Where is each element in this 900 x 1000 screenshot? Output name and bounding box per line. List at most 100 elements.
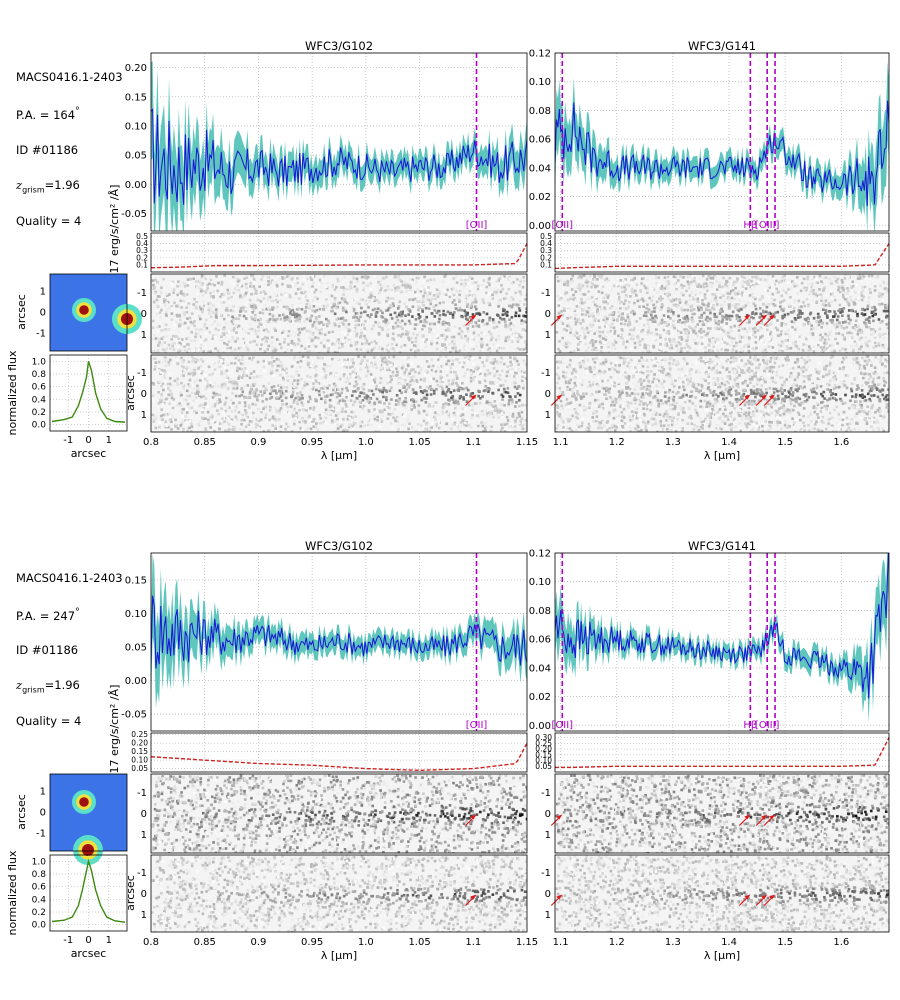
noise-pixel <box>290 430 294 432</box>
noise-pixel <box>700 338 704 342</box>
noise-pixel <box>342 280 345 283</box>
noise-pixel <box>172 398 176 401</box>
noise-pixel <box>319 387 323 390</box>
noise-pixel <box>280 399 284 403</box>
noise-pixel <box>504 339 507 343</box>
noise-pixel <box>283 291 286 295</box>
noise-pixel <box>235 288 239 292</box>
noise-pixel <box>202 292 206 295</box>
noise-pixel <box>309 276 313 279</box>
noise-pixel <box>318 277 322 280</box>
noise-pixel <box>507 287 511 291</box>
noise-pixel <box>332 322 336 325</box>
noise-pixel <box>375 298 379 302</box>
noise-pixel <box>206 383 210 386</box>
noise-pixel <box>656 340 659 343</box>
noise-pixel <box>211 323 214 326</box>
noise-pixel <box>514 311 518 315</box>
noise-pixel <box>773 336 777 339</box>
noise-pixel <box>309 331 313 334</box>
noise-pixel <box>426 294 429 297</box>
noise-pixel <box>439 383 443 386</box>
noise-pixel <box>518 398 521 402</box>
noise-pixel <box>235 374 238 378</box>
noise-pixel <box>232 316 235 320</box>
noise-pixel <box>330 294 334 298</box>
noise-pixel <box>336 392 340 395</box>
noise-pixel <box>369 403 373 406</box>
noise-pixel <box>240 376 244 380</box>
noise-pixel <box>350 281 353 284</box>
noise-pixel <box>793 301 796 304</box>
noise-pixel <box>364 431 368 432</box>
noise-pixel <box>727 280 731 283</box>
noise-pixel <box>496 339 500 342</box>
noise-pixel <box>812 316 816 320</box>
noise-pixel <box>227 280 230 284</box>
noise-pixel <box>450 396 453 400</box>
noise-pixel <box>178 315 182 318</box>
noise-pixel <box>399 282 402 285</box>
noise-pixel <box>378 290 381 293</box>
noise-pixel <box>199 358 203 361</box>
noise-pixel <box>586 311 590 314</box>
noise-pixel <box>874 312 877 316</box>
y-tick-label: 0.10 <box>529 77 551 88</box>
noise-pixel <box>271 417 275 421</box>
noise-pixel <box>245 402 248 405</box>
noise-pixel <box>499 360 502 364</box>
noise-pixel <box>151 413 155 417</box>
noise-pixel <box>173 423 177 426</box>
noise-pixel <box>304 323 307 327</box>
noise-pixel <box>359 350 363 353</box>
noise-pixel <box>525 310 527 314</box>
noise-pixel <box>412 375 415 378</box>
noise-pixel <box>646 345 650 348</box>
noise-pixel <box>514 302 518 305</box>
noise-pixel <box>454 350 458 353</box>
noise-pixel <box>408 298 411 302</box>
noise-pixel <box>472 347 475 351</box>
noise-pixel <box>619 282 622 285</box>
noise-pixel <box>400 429 404 432</box>
noise-pixel <box>220 386 224 389</box>
noise-pixel <box>286 375 290 378</box>
noise-pixel <box>342 289 346 292</box>
noise-pixel <box>824 299 828 303</box>
noise-pixel <box>756 275 760 278</box>
noise-pixel <box>203 322 207 326</box>
noise-pixel <box>327 347 330 350</box>
noise-pixel <box>180 306 184 309</box>
noise-pixel <box>332 304 336 308</box>
noise-pixel <box>717 322 720 326</box>
noise-pixel <box>347 322 351 326</box>
noise-pixel <box>260 343 263 347</box>
noise-pixel <box>368 315 372 319</box>
noise-pixel <box>253 317 257 320</box>
noise-pixel <box>371 308 375 312</box>
noise-pixel <box>437 419 441 423</box>
noise-pixel <box>473 359 476 362</box>
noise-pixel <box>500 318 504 321</box>
noise-pixel <box>179 292 183 296</box>
noise-pixel <box>298 313 301 317</box>
noise-pixel <box>205 275 209 279</box>
noise-pixel <box>694 293 698 297</box>
noise-pixel <box>221 304 225 308</box>
noise-pixel <box>232 381 236 385</box>
noise-pixel <box>392 416 395 420</box>
noise-pixel <box>280 386 283 389</box>
noise-pixel <box>340 321 344 324</box>
noise-pixel <box>381 410 384 414</box>
noise-pixel <box>187 343 191 346</box>
noise-pixel <box>427 286 430 289</box>
noise-pixel <box>345 297 348 300</box>
noise-pixel <box>653 320 657 324</box>
noise-pixel <box>168 285 172 288</box>
noise-pixel <box>398 351 402 353</box>
noise-pixel <box>341 316 345 320</box>
noise-pixel <box>182 377 186 380</box>
noise-pixel <box>166 382 170 386</box>
noise-pixel <box>268 397 272 400</box>
noise-pixel <box>412 349 415 353</box>
